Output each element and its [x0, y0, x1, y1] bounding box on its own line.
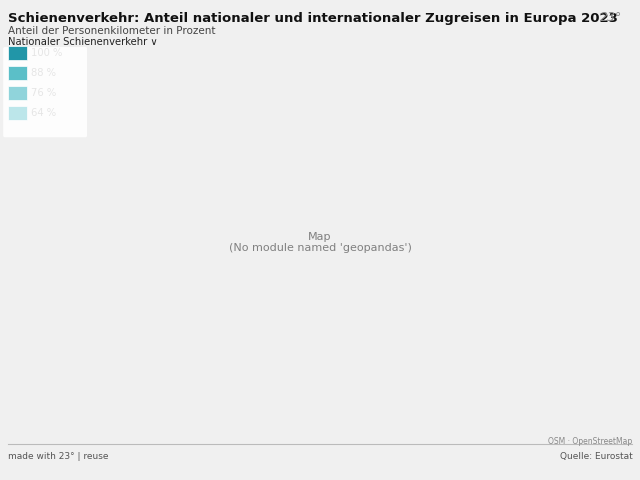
Text: OSM · OpenStreetMap: OSM · OpenStreetMap	[548, 437, 632, 446]
Text: 76 %: 76 %	[31, 88, 56, 98]
Text: 88 %: 88 %	[31, 68, 56, 78]
Text: 100 %: 100 %	[31, 48, 63, 58]
Text: Map
(No module named 'geopandas'): Map (No module named 'geopandas')	[228, 232, 412, 253]
Text: Nationaler Schienenverkehr ∨: Nationaler Schienenverkehr ∨	[8, 37, 157, 48]
Text: Quelle: Eurostat: Quelle: Eurostat	[559, 452, 632, 461]
Text: Schienenverkehr: Anteil nationaler und internationaler Zugreisen in Europa 2023: Schienenverkehr: Anteil nationaler und i…	[8, 12, 618, 25]
Text: made with 23° | reuse: made with 23° | reuse	[8, 452, 108, 461]
Text: Anteil der Personenkilometer in Prozent: Anteil der Personenkilometer in Prozent	[8, 26, 215, 36]
Text: 23°: 23°	[600, 11, 622, 24]
Text: 64 %: 64 %	[31, 108, 56, 118]
